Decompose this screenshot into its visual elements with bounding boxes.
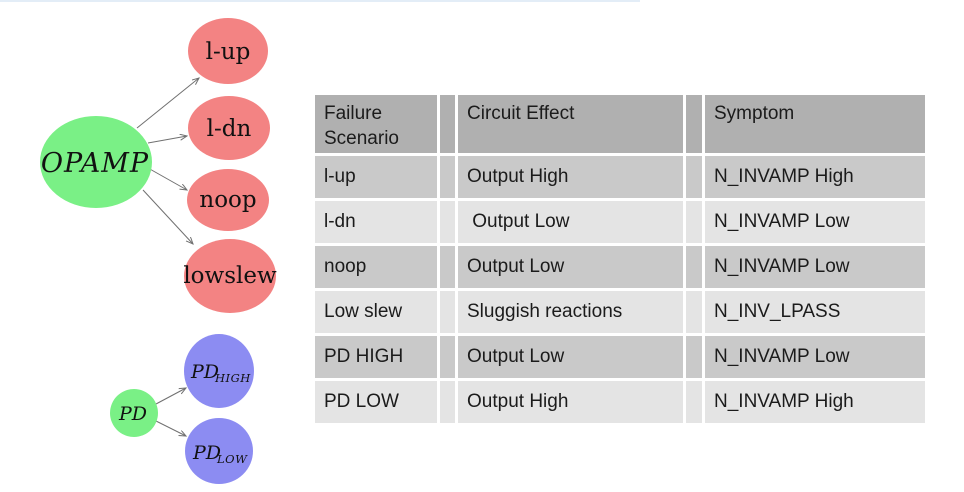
edge-opamp-lup	[136, 78, 199, 129]
edge-opamp-noop	[147, 167, 187, 190]
fault-tree-diagram: OPAMP l-up l-dn noop lowslew PD PD HIGH …	[40, 18, 277, 484]
table-cell-symptom: N_INVAMP High	[705, 381, 925, 423]
header-spacer-2	[686, 95, 702, 153]
node-label-noop: noop	[199, 187, 256, 213]
table-spacer	[440, 201, 455, 243]
node-l-dn	[188, 96, 270, 160]
table-cell-scenario: PD LOW	[315, 381, 437, 423]
table-spacer	[440, 336, 455, 378]
node-label-pd-low-base: PD	[192, 442, 221, 464]
table-spacer	[686, 246, 702, 288]
table-spacer	[686, 156, 702, 198]
table-spacer	[440, 156, 455, 198]
table-spacer	[440, 381, 455, 423]
table-spacer	[440, 291, 455, 333]
table-cell-effect: Output Low	[458, 201, 683, 243]
table-spacer	[686, 336, 702, 378]
table-cell-symptom: N_INV_LPASS	[705, 291, 925, 333]
node-label-opamp: OPAMP	[41, 148, 149, 179]
header-cell-failure-scenario: Failure Scenario	[315, 95, 437, 153]
node-pd-high	[184, 334, 254, 408]
node-opamp	[40, 116, 152, 208]
header-cell-circuit-effect: Circuit Effect	[458, 95, 683, 153]
node-label-pd-high-sub: HIGH	[214, 371, 251, 385]
node-noop	[187, 169, 269, 231]
table-cell-symptom: N_INVAMP Low	[705, 336, 925, 378]
table-cell-effect: Output Low	[458, 336, 683, 378]
node-l-up	[188, 18, 268, 84]
table-spacer	[440, 246, 455, 288]
table-cell-scenario: noop	[315, 246, 437, 288]
node-label-pd-low-sub: LOW	[216, 452, 248, 466]
failure-table: Failure Scenario Circuit Effect Symptom …	[315, 95, 925, 423]
node-lowslew	[184, 239, 276, 313]
table-cell-effect: Output High	[458, 381, 683, 423]
table-cell-scenario: l-up	[315, 156, 437, 198]
table-cell-scenario: PD HIGH	[315, 336, 437, 378]
table-cell-symptom: N_INVAMP Low	[705, 246, 925, 288]
table-spacer	[686, 381, 702, 423]
table-cell-effect: Sluggish reactions	[458, 291, 683, 333]
table-cell-scenario: l-dn	[315, 201, 437, 243]
node-pd	[110, 389, 158, 437]
edge-opamp-ldn	[147, 136, 187, 144]
table-cell-scenario: Low slew	[315, 291, 437, 333]
edge-pd-pdlow	[155, 420, 186, 436]
table-cell-effect: Output High	[458, 156, 683, 198]
top-border-strip	[0, 0, 640, 2]
node-label-l-dn: l-dn	[207, 116, 252, 142]
table-cell-symptom: N_INVAMP Low	[705, 201, 925, 243]
table-spacer	[686, 201, 702, 243]
node-label-lowslew: lowslew	[183, 263, 277, 289]
table-cell-effect: Output Low	[458, 246, 683, 288]
edge-pd-pdhigh	[155, 388, 186, 405]
node-pd-low	[185, 418, 253, 484]
header-spacer-1	[440, 95, 455, 153]
edge-opamp-lowslew	[142, 189, 193, 244]
node-label-l-up: l-up	[206, 39, 251, 65]
node-label-pd: PD	[118, 403, 147, 425]
header-cell-symptom: Symptom	[705, 95, 925, 153]
node-label-pd-high-base: PD	[190, 361, 219, 383]
table-cell-symptom: N_INVAMP High	[705, 156, 925, 198]
table-spacer	[686, 291, 702, 333]
